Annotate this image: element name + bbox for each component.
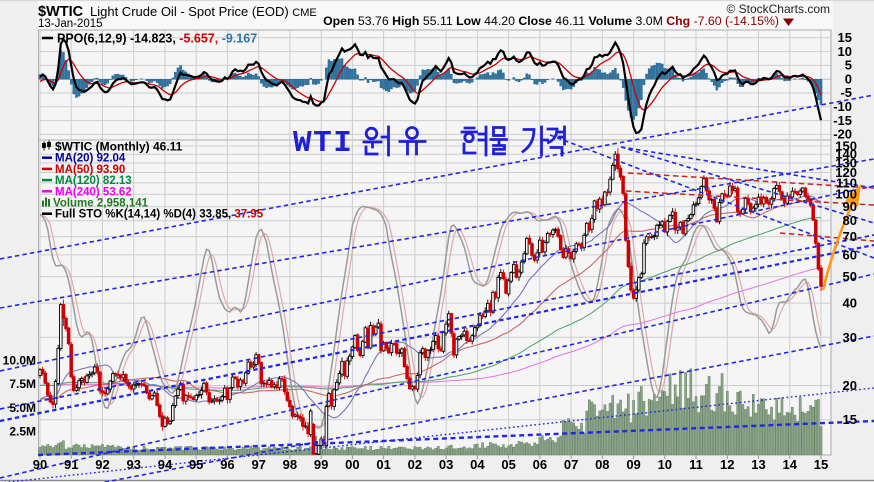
svg-text:-5: -5 — [840, 85, 852, 100]
svg-text:00: 00 — [345, 457, 359, 472]
svg-text:05: 05 — [501, 457, 515, 472]
svg-text:12: 12 — [720, 457, 734, 472]
svg-text:11: 11 — [689, 457, 703, 472]
svg-text:130: 130 — [835, 156, 857, 171]
svg-text:92: 92 — [95, 457, 109, 472]
svg-text:-20: -20 — [833, 127, 852, 142]
svg-text:$WTIC (Monthly) 46.11: $WTIC (Monthly) 46.11 — [55, 140, 183, 154]
svg-text:80: 80 — [843, 213, 857, 228]
svg-text:90: 90 — [843, 199, 857, 214]
svg-text:40: 40 — [843, 296, 857, 311]
svg-text:14: 14 — [783, 457, 798, 472]
svg-text:01: 01 — [376, 457, 390, 472]
svg-text:MA(120) 82.13: MA(120) 82.13 — [55, 175, 132, 187]
svg-text:60: 60 — [843, 247, 857, 262]
svg-text:Full STO %K(14,14) %D(4) 33.85: Full STO %K(14,14) %D(4) 33.85, 37.95 — [55, 209, 264, 221]
svg-text:94: 94 — [158, 457, 173, 472]
svg-text:20: 20 — [843, 378, 857, 393]
svg-text:MA(20) 92.04: MA(20) 92.04 — [55, 153, 126, 165]
svg-text:91: 91 — [64, 457, 78, 472]
svg-text:-10: -10 — [833, 99, 852, 114]
svg-text:110: 110 — [836, 175, 857, 190]
svg-text:98: 98 — [283, 457, 297, 472]
svg-text:93: 93 — [126, 457, 140, 472]
svg-text:140: 140 — [835, 147, 857, 162]
svg-text:09: 09 — [626, 457, 640, 472]
svg-text:07: 07 — [564, 457, 578, 472]
svg-text:PPO(6,12,9) -14.823, -5.657, -: PPO(6,12,9) -14.823, -5.657, -9.167 — [57, 32, 257, 46]
svg-text:100: 100 — [835, 187, 857, 202]
svg-text:06: 06 — [533, 457, 547, 472]
svg-text:99: 99 — [314, 457, 328, 472]
svg-text:MA(240) 53.62: MA(240) 53.62 — [55, 186, 132, 198]
svg-text:04: 04 — [470, 457, 485, 472]
svg-text:50: 50 — [843, 269, 857, 284]
svg-text:15: 15 — [838, 30, 852, 45]
svg-text:150: 150 — [835, 139, 857, 154]
svg-text:30: 30 — [843, 330, 857, 345]
svg-text:MA(50) 93.90: MA(50) 93.90 — [55, 164, 125, 176]
svg-text:-15: -15 — [833, 113, 852, 128]
svg-text:WTI: WTI — [293, 126, 353, 161]
svg-text:120: 120 — [835, 165, 857, 180]
svg-text:$WTIC: $WTIC — [38, 4, 84, 20]
svg-text:96: 96 — [220, 457, 234, 472]
svg-text:7.5M: 7.5M — [9, 377, 36, 391]
svg-text:13: 13 — [751, 457, 765, 472]
svg-text:70: 70 — [843, 229, 857, 244]
svg-text:10.0M: 10.0M — [3, 353, 36, 367]
svg-text:90: 90 — [33, 457, 47, 472]
svg-text:Open 53.76 High 55.11 Low 44.2: Open 53.76 High 55.11 Low 44.20 Close 46… — [323, 14, 779, 28]
svg-text:13-Jan-2015: 13-Jan-2015 — [38, 18, 103, 30]
svg-text:03: 03 — [439, 457, 453, 472]
svg-text:Volume 2,958,141: Volume 2,958,141 — [53, 198, 149, 210]
svg-text:10: 10 — [658, 457, 672, 472]
svg-text:Light Crude Oil - Spot Price (: Light Crude Oil - Spot Price (EOD) CME — [90, 4, 317, 19]
svg-text:97: 97 — [251, 457, 265, 472]
svg-text:15: 15 — [843, 412, 857, 427]
svg-text:0: 0 — [845, 71, 852, 86]
svg-text:5.0M: 5.0M — [9, 401, 36, 415]
svg-text:10: 10 — [838, 44, 852, 59]
svg-text:02: 02 — [408, 457, 422, 472]
svg-text:© StockCharts.com: © StockCharts.com — [726, 2, 830, 16]
svg-text:15: 15 — [814, 457, 828, 472]
svg-text:5: 5 — [845, 58, 852, 73]
svg-text:2.5M: 2.5M — [9, 425, 36, 439]
svg-text:08: 08 — [595, 457, 609, 472]
svg-text:95: 95 — [189, 457, 203, 472]
